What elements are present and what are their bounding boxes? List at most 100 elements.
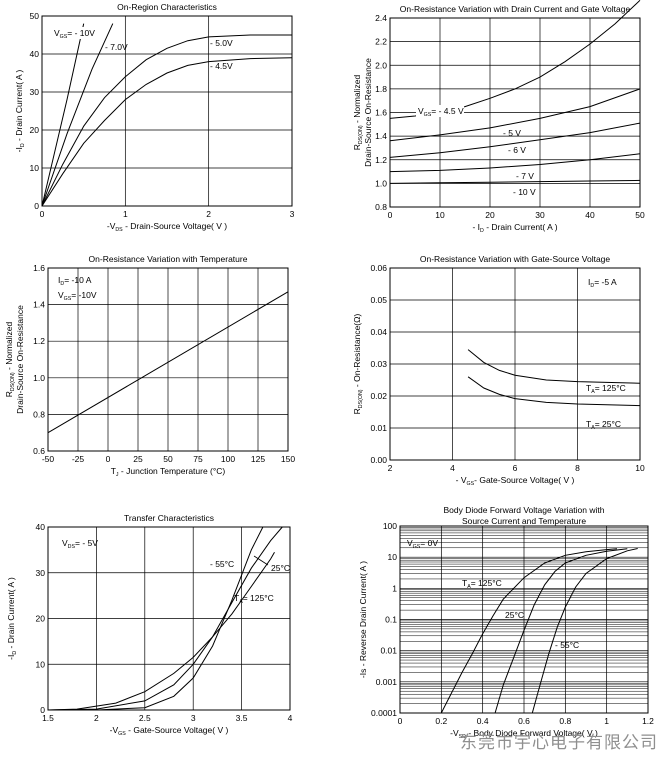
curve-annotation: - 7.0V <box>105 42 128 52</box>
chart-title: Transfer Characteristics <box>124 513 214 523</box>
y-tick-label: 20 <box>30 125 40 135</box>
x-tick-label: 50 <box>635 210 645 220</box>
x-axis-label: -VDS - Drain-Source Voltage( V ) <box>107 221 227 233</box>
x-tick-label: 25 <box>133 454 143 464</box>
curve-annotation: TA= 125°C <box>586 383 626 395</box>
y-tick-label: 1.4 <box>375 131 387 141</box>
series-line-2 <box>494 548 628 714</box>
series-line-3 <box>47 551 275 711</box>
chart-panel-6: Body Diode Forward Voltage Variation wit… <box>358 505 654 740</box>
series-line-1 <box>440 548 618 714</box>
y-tick-label: 50 <box>30 11 40 21</box>
x-tick-label: 2 <box>94 713 99 723</box>
x-tick-label: 100 <box>221 454 235 464</box>
x-tick-label: 3.5 <box>236 713 248 723</box>
y-tick-label: 2.2 <box>375 37 387 47</box>
y-axis-label: -ID - Drain Current( A ) <box>14 69 26 152</box>
y-tick-label: 10 <box>388 552 398 562</box>
x-axis-label: -VGS - Gate-Source Voltage( V ) <box>110 725 229 737</box>
y-tick-label: 1.0 <box>33 373 45 383</box>
x-axis-label: -VSD - Body Diode Forward Voltage( V ) <box>450 728 598 740</box>
x-tick-label: 0 <box>398 716 403 726</box>
y-tick-label: 0.05 <box>370 295 387 305</box>
y-tick-label: 0 <box>40 705 45 715</box>
y-tick-label: 0.1 <box>385 615 397 625</box>
x-tick-label: 0 <box>106 454 111 464</box>
y-tick-label: 1.0 <box>375 178 387 188</box>
curve-annotation: 25°C <box>505 610 524 620</box>
y-tick-label: 10 <box>30 163 40 173</box>
chart-title: On-Resistance Variation with Gate-Source… <box>420 254 611 264</box>
x-axis-label: TJ - Junction Temperature (°C) <box>111 466 226 478</box>
x-tick-label: 2.5 <box>139 713 151 723</box>
series-line-2 <box>389 88 641 142</box>
y-tick-label: 2.0 <box>375 60 387 70</box>
x-tick-label: 0.4 <box>477 716 489 726</box>
x-tick-label: 3 <box>191 713 196 723</box>
series-line-2 <box>47 526 283 711</box>
y-tick-label: 0.06 <box>370 263 387 273</box>
curve-annotation: TA= 125°C <box>462 578 502 590</box>
condition-label: ID= -5 A <box>588 277 617 289</box>
x-tick-label: 6 <box>513 463 518 473</box>
x-tick-label: 0 <box>40 209 45 219</box>
y-tick-label: 0.0001 <box>371 708 397 718</box>
x-tick-label: 0 <box>388 210 393 220</box>
x-tick-label: 0.6 <box>518 716 530 726</box>
curve-annotation: - 55°C <box>555 640 579 650</box>
condition-label: VGS= -10V <box>58 290 97 302</box>
legend-label: VGS= - 4.5 V <box>418 106 464 118</box>
condition-label: VGS= 0V <box>407 538 438 550</box>
chart-title-line: Source Current and Temperature <box>462 516 586 526</box>
y-tick-label: 1.2 <box>375 155 387 165</box>
x-tick-label: 10 <box>435 210 445 220</box>
chart-title: On-Resistance Variation with Drain Curre… <box>400 4 631 14</box>
legend-label: VGS= - 10V <box>54 28 95 40</box>
curve-annotation: TA= 25°C <box>586 419 621 431</box>
y-tick-label: 0.01 <box>370 423 387 433</box>
curve-annotation: 25°C <box>271 563 290 573</box>
x-tick-label: 20 <box>485 210 495 220</box>
y-tick-label: 40 <box>30 49 40 59</box>
series-line-5 <box>389 179 641 184</box>
curve-annotation: - 10 V <box>513 187 536 197</box>
plot-frame <box>399 525 649 714</box>
y-tick-label: 30 <box>36 568 46 578</box>
curve-annotation: - 7 V <box>516 171 534 181</box>
x-tick-label: 8 <box>575 463 580 473</box>
y-tick-label: 0.02 <box>370 391 387 401</box>
x-tick-label: 125 <box>251 454 265 464</box>
x-tick-label: 4 <box>288 713 293 723</box>
chart-panel-4: On-Resistance Variation with Gate-Source… <box>352 254 645 487</box>
y-tick-label: 0.01 <box>380 646 397 656</box>
plot-frame <box>47 267 289 452</box>
curve-annotation: - 5 V <box>503 128 521 138</box>
y-tick-label: 0.8 <box>375 202 387 212</box>
plot-frame <box>389 267 641 461</box>
x-tick-label: 3 <box>290 209 295 219</box>
x-tick-label: 0.2 <box>435 716 447 726</box>
x-tick-label: 10 <box>635 463 645 473</box>
series-line-3 <box>389 122 641 158</box>
y-tick-label: 0.03 <box>370 359 387 369</box>
series-line-4 <box>389 153 641 173</box>
x-axis-label: - ID - Drain Current( A ) <box>472 222 557 234</box>
curve-annotation: - 55°C <box>210 559 234 569</box>
x-tick-label: 1.5 <box>42 713 54 723</box>
condition-label: VDS= - 5V <box>62 538 98 550</box>
x-tick-label: 4 <box>450 463 455 473</box>
y-tick-label: 100 <box>383 521 397 531</box>
curve-annotation: TA= 125°C <box>234 593 274 605</box>
y-tick-label: 1 <box>392 583 397 593</box>
x-tick-label: 0.8 <box>559 716 571 726</box>
series-line-3 <box>41 34 292 207</box>
y-tick-label: 2.4 <box>375 13 387 23</box>
y-tick-label: 40 <box>36 522 46 532</box>
x-tick-label: 40 <box>585 210 595 220</box>
y-tick-label: 0.8 <box>33 409 45 419</box>
y-axis-label: -Is - Reverse Drain Current( A ) <box>358 561 368 678</box>
plot-frame <box>47 526 291 711</box>
x-tick-label: 150 <box>281 454 295 464</box>
legend-background <box>416 105 464 117</box>
